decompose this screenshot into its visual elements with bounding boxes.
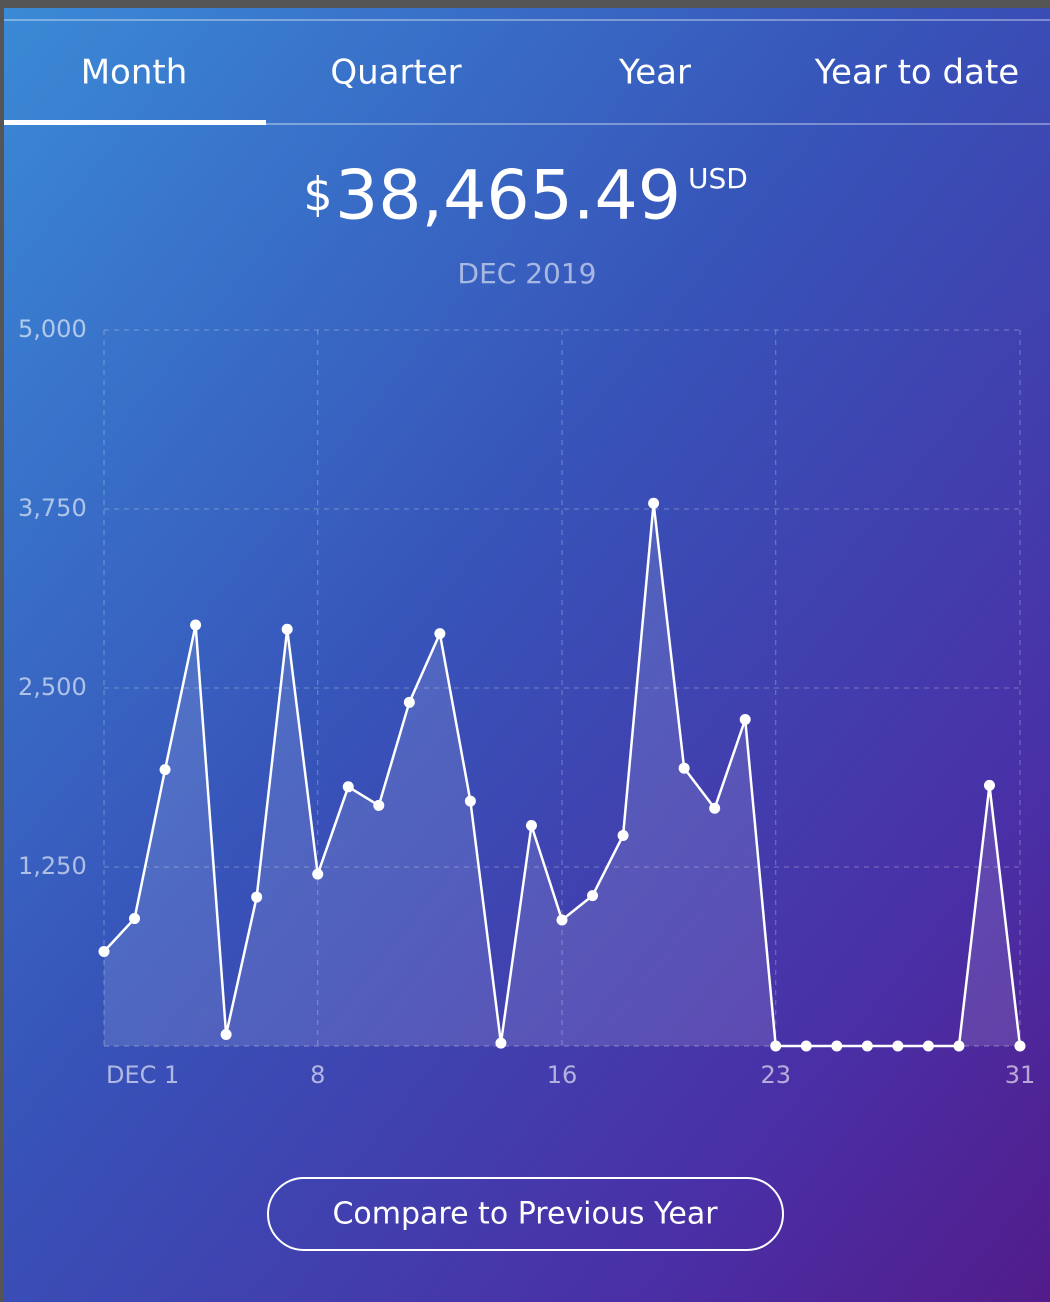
x-tick-label: 31 bbox=[1005, 1061, 1036, 1089]
amount: 38,465.49 bbox=[335, 157, 681, 236]
point bbox=[159, 764, 171, 776]
point bbox=[495, 1037, 507, 1049]
point bbox=[556, 914, 568, 926]
point bbox=[587, 890, 599, 902]
currency-symbol: $ bbox=[303, 168, 332, 222]
point bbox=[648, 497, 660, 509]
point bbox=[709, 802, 721, 814]
point bbox=[739, 714, 751, 726]
point bbox=[800, 1040, 812, 1052]
background bbox=[4, 8, 1050, 1302]
point bbox=[464, 795, 476, 807]
currency: USD bbox=[688, 162, 748, 195]
point bbox=[312, 868, 324, 880]
area bbox=[104, 503, 1020, 1047]
point bbox=[98, 945, 110, 957]
x-tick-label: 8 bbox=[310, 1061, 325, 1089]
point bbox=[434, 628, 446, 640]
point bbox=[403, 696, 415, 708]
x-tick-label: DEC 1 bbox=[106, 1061, 179, 1089]
y-tick-label: 5,000 bbox=[18, 315, 87, 343]
tab[interactable]: Year bbox=[618, 53, 691, 93]
point bbox=[922, 1040, 934, 1052]
point bbox=[831, 1040, 843, 1052]
point bbox=[251, 891, 263, 903]
tab[interactable]: Quarter bbox=[330, 53, 461, 93]
point bbox=[770, 1040, 782, 1052]
point bbox=[617, 829, 629, 841]
point bbox=[190, 619, 202, 631]
point bbox=[892, 1040, 904, 1052]
point bbox=[983, 779, 995, 791]
tab[interactable]: Year to date bbox=[814, 53, 1019, 93]
y-tick-label: 3,750 bbox=[18, 494, 87, 522]
button-label[interactable]: Compare to Previous Year bbox=[332, 1197, 718, 1232]
point bbox=[281, 623, 293, 635]
point bbox=[373, 799, 385, 811]
point bbox=[678, 762, 690, 774]
y-tick-label: 2,500 bbox=[18, 673, 87, 701]
x-tick-label: 16 bbox=[547, 1061, 578, 1089]
point bbox=[525, 819, 537, 831]
point bbox=[342, 781, 354, 793]
x-tick-label: 23 bbox=[760, 1061, 791, 1089]
tab[interactable]: Month bbox=[81, 53, 188, 93]
compare-button[interactable] bbox=[267, 1177, 784, 1251]
point bbox=[1014, 1040, 1026, 1052]
y-tick-label: 1,250 bbox=[18, 852, 87, 880]
chart: 1,250 2,500 3,750 5,000 DEC 1 8 16 23 31 bbox=[18, 315, 1035, 1089]
point bbox=[220, 1029, 232, 1041]
point bbox=[953, 1040, 965, 1052]
point bbox=[129, 913, 141, 925]
tab-indicator bbox=[4, 120, 266, 125]
point bbox=[861, 1040, 873, 1052]
period: DEC 2019 bbox=[458, 257, 597, 290]
